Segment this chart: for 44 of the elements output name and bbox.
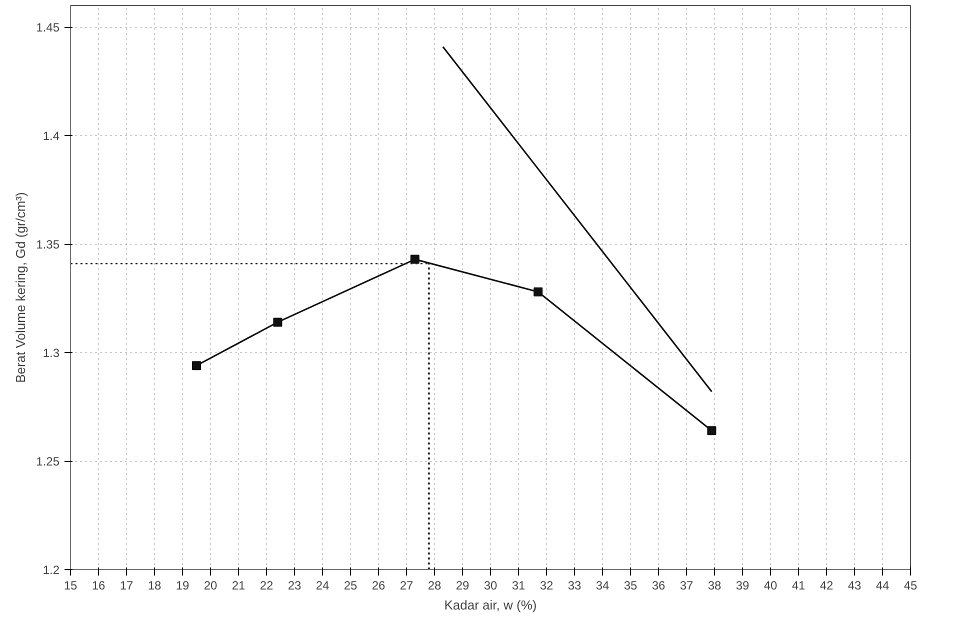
point <box>534 287 543 296</box>
x-tick-label: 36 <box>652 578 666 592</box>
x-tick-label: 16 <box>92 578 106 592</box>
x-tick-label: 29 <box>456 578 470 592</box>
y-tick-label: 1.3 <box>42 346 60 360</box>
x-tick-label: 43 <box>848 578 862 592</box>
x-tick-label: 30 <box>484 578 498 592</box>
x-tick-label: 44 <box>876 578 890 592</box>
x-tick-label: 40 <box>764 578 778 592</box>
y-tick-label: 1.45 <box>36 20 60 35</box>
x-tick-label: 35 <box>624 578 638 592</box>
x-tick-label: 20 <box>204 578 218 592</box>
x-tick-label: 34 <box>596 578 610 592</box>
x-axis-title: Kadar air, w (%) <box>444 598 537 612</box>
y-tick-label: 1.4 <box>42 129 60 144</box>
x-tick-label: 45 <box>904 578 918 592</box>
x-tick-label: 27 <box>400 578 414 592</box>
x-tick-label: 25 <box>344 578 358 592</box>
x-tick-label: 37 <box>680 578 694 592</box>
x-tick-label: 42 <box>820 578 834 592</box>
x-tick-label: 21 <box>232 578 246 592</box>
x-tick-label: 22 <box>260 578 274 592</box>
x-tick-label: 26 <box>372 578 386 592</box>
y-tick-label: 1.25 <box>36 454 60 469</box>
x-tick-label: 17 <box>120 578 134 592</box>
x-tick-label: 32 <box>540 578 554 592</box>
x-tick-label: 38 <box>708 578 722 592</box>
point <box>273 318 282 327</box>
y-tick-label: 1.35 <box>36 238 60 252</box>
x-tick-label: 41 <box>792 578 806 592</box>
x-tick-label: 31 <box>512 578 526 592</box>
x-tick-label: 33 <box>568 578 582 592</box>
x-tick-label: 23 <box>288 578 302 592</box>
x-tick-label: 19 <box>176 578 190 592</box>
y-axis-title: Berat Volume kering, Gd (gr/cm³) <box>13 192 28 383</box>
y-tick-label: 1.2 <box>42 563 60 577</box>
point <box>192 361 201 370</box>
x-tick-label: 28 <box>428 578 442 592</box>
x-tick-label: 15 <box>64 578 78 592</box>
x-tick-label: 39 <box>736 578 750 592</box>
point <box>410 254 420 264</box>
point <box>707 426 716 436</box>
x-tick-label: 18 <box>148 578 162 592</box>
x-tick-label: 24 <box>316 578 330 592</box>
